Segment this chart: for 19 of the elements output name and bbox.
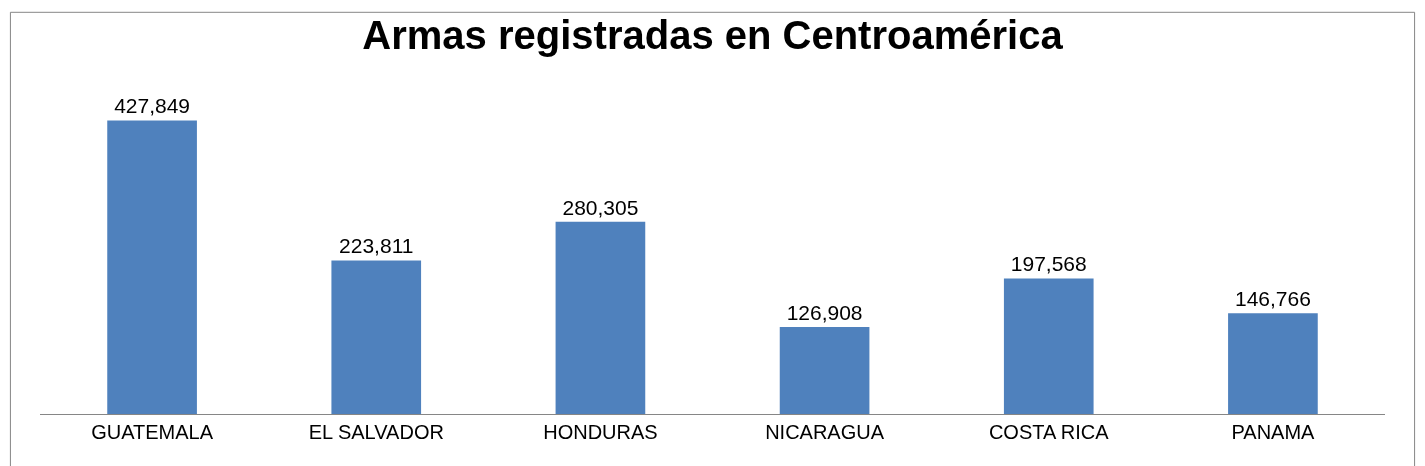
x-tick-label: GUATEMALA xyxy=(91,421,214,443)
x-tick-label: HONDURAS xyxy=(543,421,658,443)
bar xyxy=(779,326,870,414)
bar xyxy=(555,221,646,414)
x-tick-label: NICARAGUA xyxy=(765,421,885,443)
x-tick-label: PANAMA xyxy=(1231,421,1316,443)
x-tick-label: COSTA RICA xyxy=(988,421,1110,443)
bar xyxy=(1228,313,1318,414)
data-label: 427,849 xyxy=(114,94,191,118)
bar xyxy=(107,120,197,414)
data-label: 146,766 xyxy=(1234,287,1311,311)
data-label: 223,811 xyxy=(339,234,414,258)
bar xyxy=(331,260,422,414)
x-tick-label: EL SALVADOR xyxy=(308,421,444,443)
data-label: 280,305 xyxy=(562,195,639,219)
bar xyxy=(1003,278,1094,414)
data-label: 126,908 xyxy=(786,300,863,324)
data-label: 197,568 xyxy=(1010,252,1087,276)
chart-title: Armas registradas en Centroamérica xyxy=(362,12,1064,57)
